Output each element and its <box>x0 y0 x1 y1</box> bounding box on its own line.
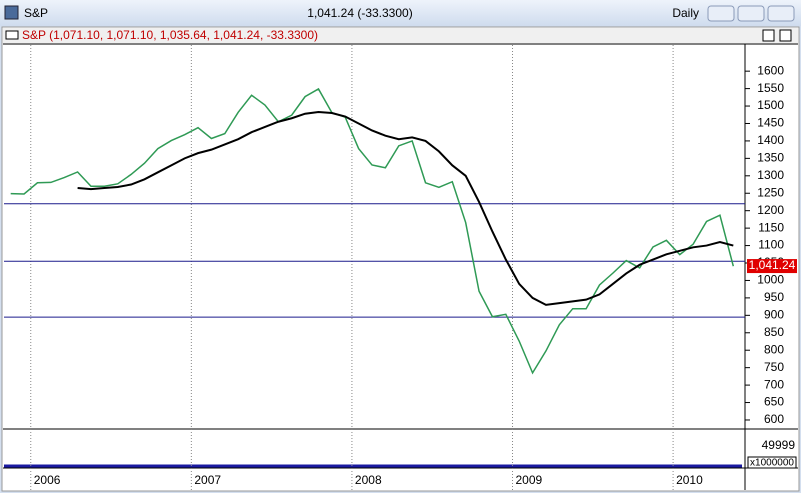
header-text: S&P (1,071.10, 1,071.10, 1,035.64, 1,041… <box>22 28 318 42</box>
volume-unit: x1000000 <box>750 458 794 469</box>
y-tick-label: 1350 <box>757 151 784 165</box>
y-tick-label: 1200 <box>757 203 784 217</box>
y-tick-label: 600 <box>764 412 784 426</box>
x-tick-label: 2007 <box>194 473 221 487</box>
app-icon <box>4 5 19 20</box>
y-tick-label: 850 <box>764 325 784 339</box>
x-tick-label: 2010 <box>676 473 703 487</box>
x-tick-label: 2009 <box>516 473 543 487</box>
y-tick-label: 750 <box>764 360 784 374</box>
y-tick-label: 1300 <box>757 168 784 182</box>
restore-pane[interactable] <box>762 29 775 42</box>
y-tick-label: 1500 <box>757 98 784 112</box>
volume-unit-box <box>747 456 797 469</box>
close-button[interactable] <box>767 5 795 22</box>
title-bar <box>0 0 801 26</box>
period: Daily <box>672 6 699 20</box>
y-tick-label: 1550 <box>757 81 784 95</box>
header-icon <box>5 30 19 40</box>
quote: 1,041.24 (-33.3300) <box>307 6 412 20</box>
y-tick-label: 1400 <box>757 133 784 147</box>
maximize-button[interactable] <box>737 5 765 22</box>
last-value-label: 1,041.24 <box>749 258 796 272</box>
y-tick-label: 1250 <box>757 185 784 199</box>
y-tick-label: 950 <box>764 290 784 304</box>
chart-panel <box>1 26 800 492</box>
x-tick-label: 2008 <box>355 473 382 487</box>
y-tick-label: 700 <box>764 377 784 391</box>
volume-label: 49999 <box>762 438 796 452</box>
window-title: S&P <box>24 6 48 20</box>
price-line <box>10 87 735 375</box>
minimize-button[interactable] <box>707 5 735 22</box>
y-tick-label: 1100 <box>758 238 784 252</box>
last-value-box <box>747 259 797 274</box>
window-buttons[interactable] <box>707 5 795 22</box>
y-tick-label: 800 <box>764 342 784 356</box>
close-pane[interactable] <box>779 29 792 42</box>
y-tick-label: 1450 <box>757 116 784 130</box>
y-tick-label: 650 <box>764 395 784 409</box>
x-tick-label: 2006 <box>34 473 61 487</box>
price-line <box>77 110 734 306</box>
y-tick-label: 1000 <box>757 273 784 287</box>
y-tick-label: 1150 <box>758 220 784 234</box>
header-bar <box>3 28 798 43</box>
y-tick-label: 900 <box>764 308 784 322</box>
y-tick-label: 1600 <box>757 63 784 77</box>
